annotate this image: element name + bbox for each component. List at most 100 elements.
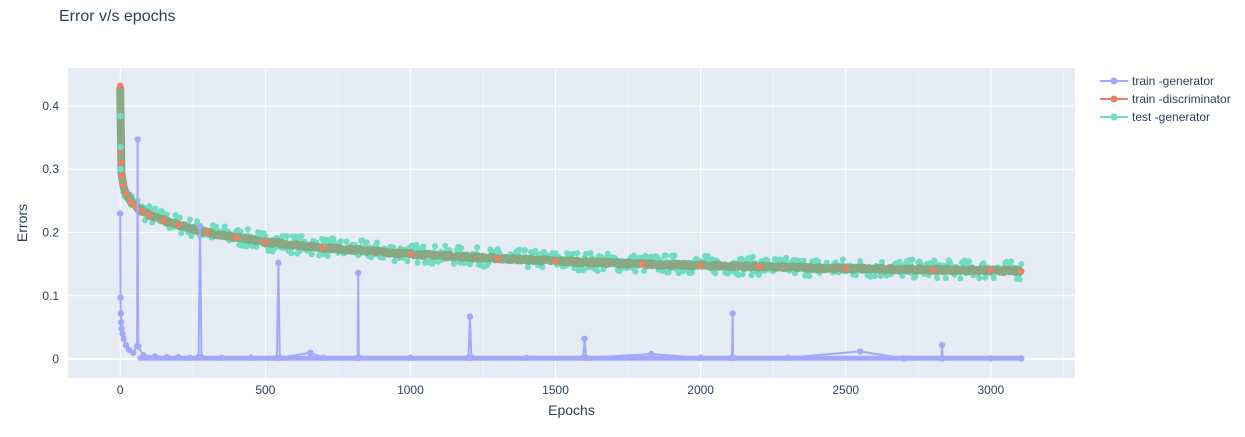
train-generator-point xyxy=(697,354,704,361)
x-tick-label: 2500 xyxy=(832,383,859,397)
train-generator-point xyxy=(523,354,530,361)
test-generator-point xyxy=(632,268,639,275)
test-generator-point xyxy=(298,233,305,240)
x-tick-label: 1000 xyxy=(397,383,424,397)
test-generator-point xyxy=(604,250,611,257)
test-generator-point xyxy=(429,260,436,267)
train-generator-point xyxy=(468,354,475,361)
test-generator-point xyxy=(176,214,183,221)
test-generator-point xyxy=(420,243,427,250)
train-discriminator-point xyxy=(131,202,138,210)
legend-item[interactable]: test -generator xyxy=(1100,110,1210,124)
test-generator-point xyxy=(739,271,746,278)
train-discriminator-point xyxy=(639,260,646,268)
test-generator-point xyxy=(458,244,465,251)
test-generator-point xyxy=(688,269,695,276)
test-generator-point xyxy=(244,226,251,233)
test-generator-point xyxy=(186,216,193,223)
train-generator-point xyxy=(729,310,736,317)
train-generator-point xyxy=(466,313,474,320)
train-generator-point xyxy=(117,210,124,217)
y-tick-label: 0.3 xyxy=(42,162,59,176)
test-generator-point xyxy=(337,238,344,245)
legend-label: test -generator xyxy=(1132,110,1210,124)
test-generator-point xyxy=(324,253,331,260)
plot-background xyxy=(68,68,1075,378)
train-generator-point xyxy=(307,349,314,356)
test-generator-point xyxy=(117,166,125,173)
legend-marker-swatch xyxy=(1110,113,1118,121)
test-generator-point xyxy=(909,256,916,263)
train-discriminator-point xyxy=(117,82,124,89)
test-generator-point xyxy=(783,254,790,261)
train-generator-point xyxy=(117,310,125,317)
test-generator-point xyxy=(879,258,886,265)
train-discriminator-point xyxy=(160,217,167,224)
train-generator-point xyxy=(581,335,588,342)
y-tick-label: 0.1 xyxy=(42,289,59,303)
test-generator-point xyxy=(533,251,540,258)
train-discriminator-point xyxy=(1018,267,1025,275)
train-discriminator-trend-band xyxy=(116,86,1025,276)
test-generator-point xyxy=(368,254,375,261)
test-generator-point xyxy=(141,217,148,224)
test-generator-point xyxy=(976,275,983,282)
legend-item[interactable]: train -generator xyxy=(1100,74,1214,88)
train-generator-point xyxy=(857,348,864,355)
legend-marker-swatch xyxy=(1110,95,1118,103)
train-discriminator-point xyxy=(407,250,414,258)
test-generator-point xyxy=(288,250,295,257)
train-discriminator-point xyxy=(987,267,995,274)
train-generator-point xyxy=(117,294,124,301)
train-discriminator-point xyxy=(842,265,849,272)
series-layer xyxy=(116,82,1025,362)
test-generator-point xyxy=(539,264,546,271)
train-discriminator-point xyxy=(117,159,125,167)
legend-label: train -discriminator xyxy=(1132,92,1231,106)
train-generator-point xyxy=(276,354,284,361)
train-discriminator-point xyxy=(175,221,182,229)
test-generator-point xyxy=(213,223,220,230)
x-tick-label: 2000 xyxy=(687,383,714,397)
test-generator-point xyxy=(279,232,286,239)
train-discriminator-point xyxy=(755,263,762,270)
test-generator-point xyxy=(574,250,581,257)
legend-item[interactable]: train -discriminator xyxy=(1100,92,1231,106)
train-discriminator-point xyxy=(697,262,704,269)
test-generator-point xyxy=(704,253,711,260)
y-axis-title: Errors xyxy=(14,204,30,242)
train-generator-point xyxy=(355,354,362,361)
test-generator-point xyxy=(931,257,938,264)
test-generator-point xyxy=(990,274,997,281)
train-discriminator-point xyxy=(929,266,937,274)
test-generator-point xyxy=(1018,260,1025,267)
train-discriminator-point xyxy=(494,255,501,262)
test-generator-point xyxy=(641,268,648,275)
train-generator-point xyxy=(198,353,205,361)
train-generator-point xyxy=(939,355,946,362)
train-generator-point xyxy=(729,354,737,361)
train-generator-point xyxy=(119,330,126,337)
test-generator-point xyxy=(194,218,201,225)
train-discriminator-point xyxy=(320,244,327,251)
test-generator-point xyxy=(580,267,587,274)
train-discriminator-point xyxy=(146,211,153,218)
train-generator-point xyxy=(120,335,127,342)
train-generator-point xyxy=(118,325,125,332)
train-generator-point xyxy=(151,353,159,360)
test-generator-point xyxy=(474,244,481,251)
chart-title: Error v/s epochs xyxy=(59,8,176,25)
train-generator-point xyxy=(900,355,907,362)
test-generator-point xyxy=(374,239,381,246)
test-generator-point xyxy=(671,252,678,259)
test-generator-point xyxy=(237,228,244,235)
y-tick-label: 0.4 xyxy=(42,99,59,113)
x-tick-label: 0 xyxy=(117,383,124,397)
test-generator-point xyxy=(284,232,291,239)
train-generator-point xyxy=(140,352,147,359)
x-axis-title: Epochs xyxy=(548,402,595,418)
test-generator-point xyxy=(630,252,637,259)
train-discriminator-point xyxy=(552,257,559,265)
train-discriminator-point xyxy=(118,172,125,179)
test-generator-point xyxy=(587,250,594,257)
